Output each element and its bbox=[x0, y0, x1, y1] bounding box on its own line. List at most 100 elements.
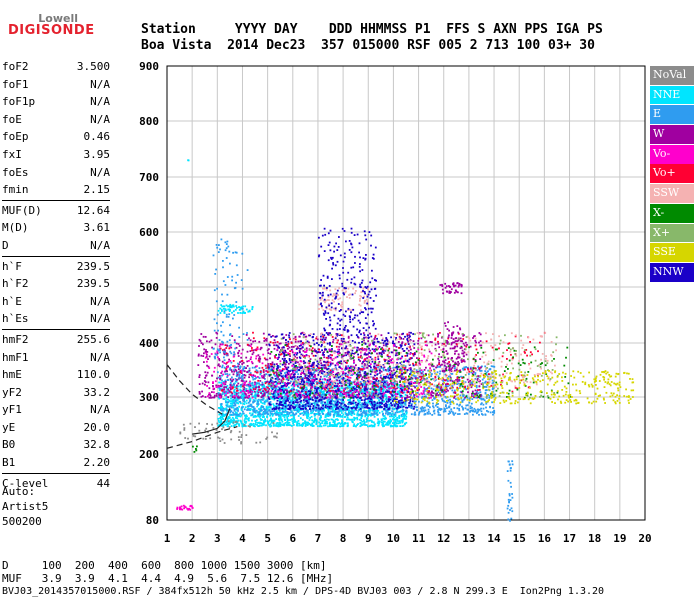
echo-point bbox=[220, 413, 223, 416]
echo-point bbox=[444, 365, 447, 368]
echo-point bbox=[369, 399, 372, 402]
echo-point bbox=[361, 383, 364, 386]
echo-point bbox=[366, 388, 368, 391]
echo-point bbox=[385, 338, 388, 340]
echo-point bbox=[295, 407, 298, 410]
echo-point bbox=[351, 408, 354, 411]
echo-point bbox=[374, 378, 377, 380]
echo-point bbox=[362, 419, 365, 421]
echo-point bbox=[332, 338, 335, 341]
echo-point bbox=[315, 409, 317, 412]
echo-point bbox=[266, 409, 269, 411]
echo-point bbox=[469, 384, 472, 386]
echo-point bbox=[391, 425, 394, 427]
echo-point bbox=[336, 333, 339, 335]
echo-point bbox=[228, 406, 231, 408]
echo-point bbox=[287, 386, 290, 389]
echo-point bbox=[326, 414, 329, 417]
echo-point bbox=[467, 381, 470, 383]
echo-point bbox=[272, 425, 275, 427]
echo-point bbox=[344, 422, 347, 425]
echo-point bbox=[279, 412, 282, 414]
echo-point bbox=[297, 404, 300, 407]
echo-point bbox=[328, 418, 330, 421]
echo-point bbox=[252, 378, 255, 381]
echo-point bbox=[284, 363, 287, 366]
echo-point bbox=[317, 413, 319, 415]
echo-point bbox=[366, 417, 369, 419]
echo-point bbox=[287, 347, 289, 350]
param-row: foEs N/A bbox=[2, 164, 110, 182]
echo-point bbox=[348, 390, 350, 392]
echo-point bbox=[223, 353, 226, 356]
echo-point bbox=[360, 388, 363, 391]
echo-point bbox=[483, 385, 486, 388]
echo-point bbox=[207, 381, 210, 384]
echo-point bbox=[297, 415, 300, 417]
echo-point bbox=[289, 393, 292, 396]
echo-point bbox=[243, 376, 246, 379]
echo-point bbox=[390, 370, 393, 372]
echo-point bbox=[275, 383, 278, 386]
echo-point bbox=[415, 406, 418, 409]
param-row: fxI 3.95 bbox=[2, 146, 110, 164]
echo-point bbox=[375, 364, 378, 367]
echo-point bbox=[374, 386, 376, 388]
echo-point bbox=[460, 375, 462, 378]
echo-point bbox=[448, 410, 451, 413]
echo-point bbox=[276, 405, 279, 407]
echo-point bbox=[350, 410, 352, 413]
echo-point bbox=[208, 387, 211, 390]
echo-point bbox=[279, 398, 282, 401]
echo-point bbox=[250, 422, 252, 425]
echo-point bbox=[334, 409, 336, 412]
echo-point bbox=[325, 413, 328, 415]
echo-point bbox=[204, 371, 207, 374]
echo-point bbox=[223, 352, 225, 354]
echo-point bbox=[336, 415, 338, 417]
echo-point bbox=[262, 413, 264, 416]
echo-point bbox=[377, 396, 380, 399]
echo-point bbox=[228, 390, 231, 393]
echo-point bbox=[306, 391, 308, 394]
echo-point bbox=[276, 410, 278, 413]
echo-point bbox=[341, 373, 344, 376]
echo-point bbox=[278, 415, 281, 418]
echo-point bbox=[235, 392, 238, 395]
echo-point bbox=[241, 412, 244, 415]
echo-point bbox=[369, 414, 372, 416]
echo-point bbox=[332, 424, 335, 427]
echo-point bbox=[329, 365, 331, 367]
echo-point bbox=[279, 342, 282, 345]
echo-point bbox=[273, 420, 276, 422]
echo-point bbox=[347, 406, 350, 408]
echo-point bbox=[411, 405, 413, 408]
echo-point bbox=[393, 418, 396, 421]
echo-point bbox=[298, 369, 301, 371]
echo-point bbox=[252, 349, 254, 352]
echo-point bbox=[455, 357, 458, 360]
echo-point bbox=[251, 384, 254, 387]
echo-point bbox=[438, 362, 441, 364]
param-value: N/A bbox=[90, 238, 110, 252]
echo-point bbox=[204, 383, 206, 386]
echo-point bbox=[249, 339, 252, 342]
echo-point bbox=[315, 406, 318, 409]
echo-point bbox=[277, 412, 280, 414]
echo-point bbox=[291, 390, 293, 393]
echo-point bbox=[334, 411, 337, 414]
echo-point bbox=[444, 373, 447, 376]
echo-point bbox=[435, 385, 438, 388]
echo-point bbox=[368, 411, 371, 413]
echo-point bbox=[365, 410, 368, 412]
echo-point bbox=[290, 369, 293, 372]
echo-point bbox=[314, 354, 317, 357]
echo-point bbox=[375, 404, 377, 407]
echo-point bbox=[418, 360, 421, 362]
echo-point bbox=[237, 368, 240, 371]
echo-point bbox=[399, 357, 402, 360]
echo-point bbox=[260, 384, 262, 386]
echo-point bbox=[234, 368, 237, 371]
echo-point bbox=[454, 412, 457, 415]
echo-point bbox=[422, 407, 425, 409]
